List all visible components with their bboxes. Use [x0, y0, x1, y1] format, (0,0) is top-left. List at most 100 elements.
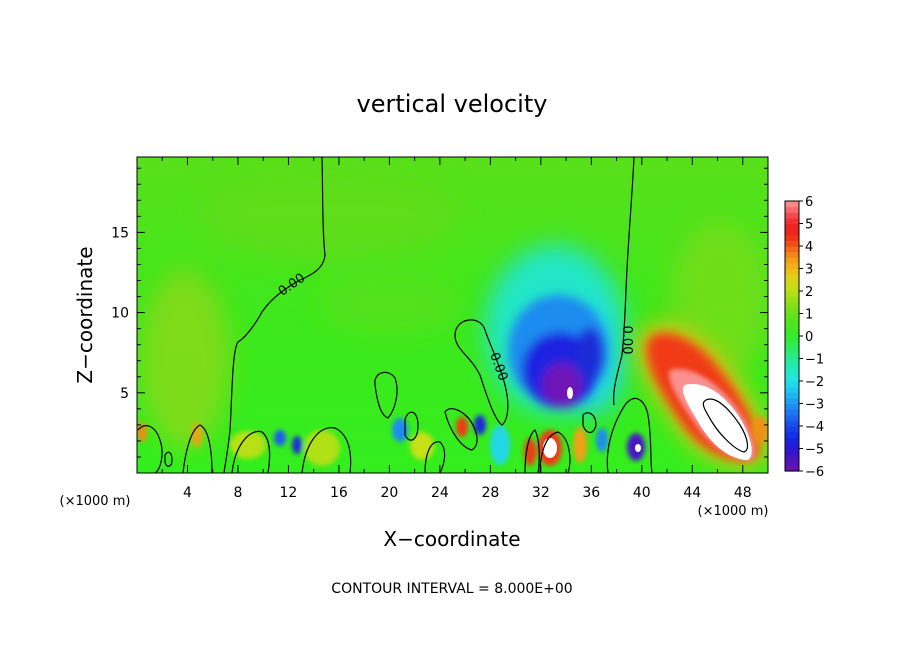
field-weak-updraft-left [140, 270, 230, 450]
colorbar-label: 4 [805, 240, 813, 255]
colorbar-segment [785, 319, 799, 326]
x-tick-label: 24 [431, 485, 449, 501]
field-cell-blue-a [274, 430, 286, 446]
colorbar-segment [785, 358, 799, 365]
colorbar-segment [785, 409, 799, 416]
colorbar-segment [785, 437, 799, 444]
colorbar-segment [785, 352, 799, 360]
colorbar-label: 6 [805, 195, 813, 210]
colorbar-label: 1 [805, 308, 813, 323]
contour-line-loop-j [524, 429, 540, 473]
colorbar-segment [785, 341, 799, 348]
colorbar-segment [785, 201, 799, 208]
colorbar-segment [785, 285, 799, 292]
contour-line-loop-a [454, 319, 509, 426]
colorbar-segment [785, 426, 799, 433]
field-cell-orange-b [192, 423, 202, 447]
contour-line-loop-f [301, 427, 352, 473]
x-tick-label: 32 [532, 485, 550, 501]
x-tick-label: 48 [734, 485, 752, 501]
field-downdraft-peak [567, 387, 573, 399]
field-downdraft-core [542, 363, 582, 407]
x-tick-label: 4 [183, 485, 192, 501]
colorbar-segment [785, 431, 799, 438]
x-tick-label: 8 [233, 485, 242, 501]
colorbar-segment [785, 336, 799, 343]
contour-line-loop-e [231, 430, 271, 473]
field-cell-orange-c [573, 427, 587, 463]
x-axis: 4 8 12 16 20 24 28 32 36 40 44 48 [161, 157, 752, 501]
colorbar-segment [785, 229, 799, 236]
field-cell-yellow-b [304, 430, 340, 466]
colorbar-segment [785, 420, 799, 427]
colorbar-segment [785, 448, 799, 455]
field-weak-updraft-mid [320, 275, 460, 335]
zero-contours [137, 157, 749, 473]
contour-line-loop-c [137, 425, 163, 473]
field-cell-blue-e [596, 428, 608, 452]
contour-line-loop-m [702, 398, 749, 453]
contour-line-loop-k [539, 431, 571, 473]
field-cell-blue-b [292, 436, 302, 454]
field-updraft-core [682, 384, 752, 460]
colorbar-segment [785, 375, 799, 382]
x-tick-label: 40 [633, 485, 651, 501]
contour-line-main-right [613, 157, 635, 406]
colorbar: 6 5 4 3 2 1 0 −1 −2 −3 −4 −5 −6 [784, 195, 824, 480]
contour-line-loop-i [444, 408, 478, 451]
field-cell-orange-d [752, 416, 768, 444]
colorbar-segment [785, 240, 799, 247]
colorbar-segment [785, 397, 799, 405]
x-tick-label: 36 [582, 485, 600, 501]
x-axis-label: X−coordinate [383, 527, 520, 551]
y-tick-label: 5 [120, 386, 129, 402]
colorbar-label: 3 [805, 263, 813, 278]
colorbar-segment [785, 364, 799, 371]
velocity-field: 0.00 0.00 0.00 [137, 157, 768, 473]
colorbar-segment [785, 403, 799, 410]
colorbar-label: −2 [805, 375, 824, 390]
colorbar-segment [785, 454, 799, 461]
field-cell-red-b [524, 438, 536, 466]
field-cell-white-b [635, 444, 641, 452]
colorbar-segment [785, 381, 799, 388]
y-tick-label: 15 [111, 225, 129, 241]
colorbar-segment [785, 262, 799, 270]
field-cell-red-a [456, 417, 468, 437]
colorbar-segment [785, 302, 799, 309]
contour-interval: CONTOUR INTERVAL = 8.000E+00 [331, 581, 572, 597]
colorbar-segment [785, 307, 799, 315]
field-cell-white-a [543, 438, 557, 458]
colorbar-segment [785, 313, 799, 320]
colorbar-label: −3 [805, 398, 824, 413]
x-tick-label: 44 [683, 485, 701, 501]
x-tick-label: 28 [481, 485, 499, 501]
chart-title: vertical velocity [357, 90, 548, 118]
colorbar-segment [785, 268, 799, 275]
contour-line-loop-o [582, 412, 597, 434]
colorbar-segment [785, 465, 799, 472]
field-cell-orange-a [137, 422, 147, 442]
contour-label: 0.00 [619, 326, 634, 355]
colorbar-segment [785, 212, 799, 219]
field-weak-updraft-upper [200, 170, 460, 260]
colorbar-segment [785, 392, 799, 399]
colorbar-label: 0 [805, 330, 813, 345]
colorbar-segment [785, 234, 799, 241]
colorbar-segment [785, 279, 799, 286]
colorbar-segment [785, 414, 799, 421]
colorbar-segment [785, 257, 799, 264]
colorbar-segment [785, 330, 799, 337]
contour-line-main-left [223, 157, 326, 473]
colorbar-label: 5 [805, 218, 813, 233]
colorbar-segment [785, 369, 799, 376]
y-tick-label: 10 [111, 306, 129, 322]
colorbar-label: −5 [805, 443, 824, 458]
x-unit-right: (×1000 m) [698, 504, 769, 519]
x-tick-label: 20 [380, 485, 398, 501]
x-tick-label: 12 [280, 485, 298, 501]
colorbar-label: −6 [805, 465, 824, 480]
colorbar-segment [785, 274, 799, 281]
colorbar-segment [785, 217, 799, 225]
